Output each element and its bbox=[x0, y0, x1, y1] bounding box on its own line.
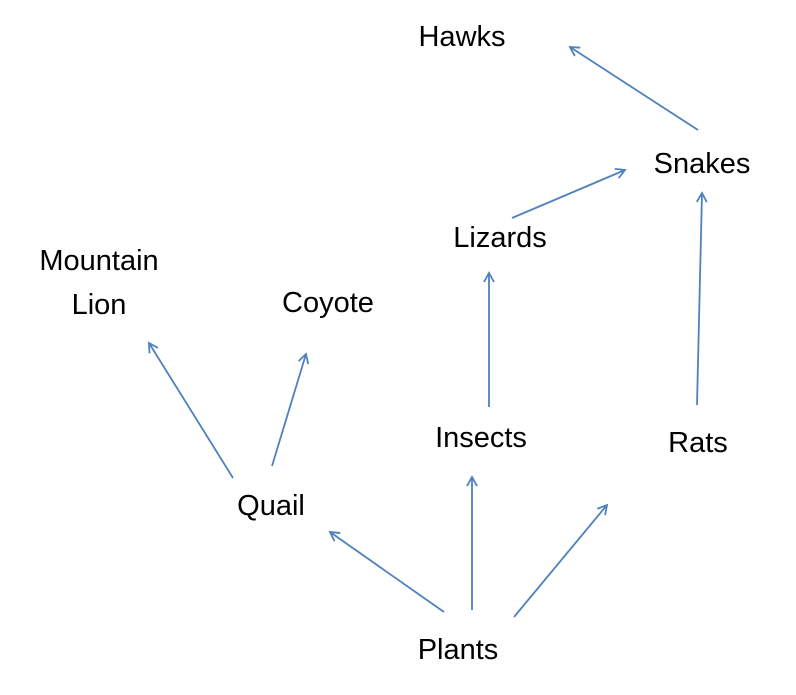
arrow-snakes-to-hawks bbox=[568, 45, 699, 131]
arrow-lizards-to-snakes bbox=[511, 168, 627, 219]
node-rats: Rats bbox=[668, 421, 728, 465]
node-hawks-label: Hawks bbox=[418, 21, 506, 53]
node-mountain-lion-label-line1: Mountain bbox=[39, 245, 159, 277]
node-coyote-label: Coyote bbox=[282, 287, 374, 319]
node-hawks: Hawks bbox=[418, 15, 505, 59]
node-mountain-lion: Mountain Lion bbox=[39, 239, 158, 327]
node-rats-label: Rats bbox=[668, 427, 728, 459]
arrow-plants-to-rats bbox=[513, 503, 609, 618]
node-snakes-label: Snakes bbox=[653, 148, 751, 180]
node-plants-label: Plants bbox=[417, 634, 499, 666]
arrow-rats-to-snakes bbox=[696, 191, 708, 406]
arrow-quail-to-mountain-lion bbox=[148, 341, 234, 479]
node-lizards-label: Lizards bbox=[453, 222, 547, 254]
node-insects: Insects bbox=[435, 416, 527, 460]
node-insects-label: Insects bbox=[435, 422, 527, 454]
node-quail-label: Quail bbox=[237, 490, 305, 522]
node-coyote: Coyote bbox=[282, 281, 374, 325]
node-mountain-lion-label-line2: Lion bbox=[71, 289, 127, 321]
arrow-quail-to-coyote bbox=[271, 352, 310, 467]
node-quail: Quail bbox=[237, 484, 305, 528]
node-plants: Plants bbox=[418, 628, 499, 672]
arrow-plants-to-quail bbox=[328, 530, 445, 613]
node-snakes: Snakes bbox=[654, 142, 751, 186]
node-lizards: Lizards bbox=[453, 216, 547, 260]
